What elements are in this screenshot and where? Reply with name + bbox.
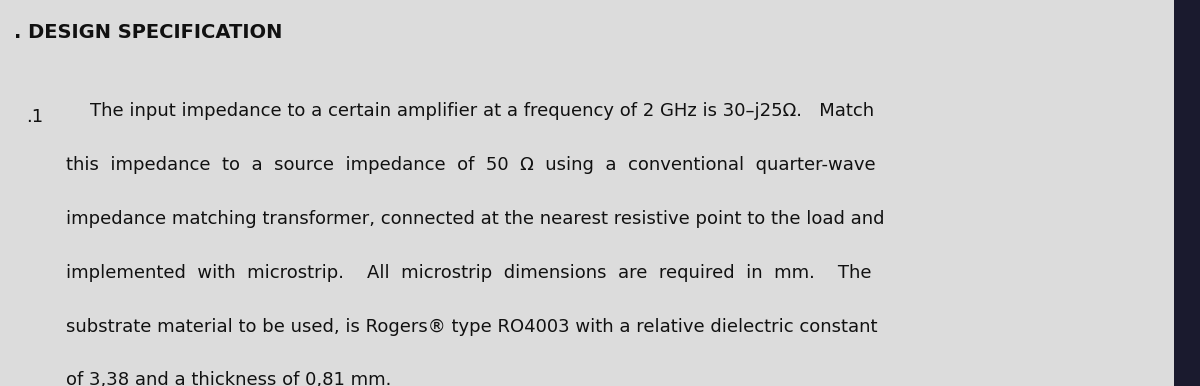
Text: of 3,38 and a thickness of 0,81 mm.: of 3,38 and a thickness of 0,81 mm. xyxy=(66,371,391,386)
Text: impedance matching transformer, connected at the nearest resistive point to the : impedance matching transformer, connecte… xyxy=(66,210,884,229)
Text: .1: .1 xyxy=(26,108,43,126)
Text: this  impedance  to  a  source  impedance  of  50  Ω  using  a  conventional  qu: this impedance to a source impedance of … xyxy=(66,156,876,174)
Text: implemented  with  microstrip.    All  microstrip  dimensions  are  required  in: implemented with microstrip. All microst… xyxy=(66,264,871,283)
Text: . DESIGN SPECIFICATION: . DESIGN SPECIFICATION xyxy=(14,23,283,42)
Text: substrate material to be used, is Rogers® type RO4003 with a relative dielectric: substrate material to be used, is Rogers… xyxy=(66,318,877,337)
Text: The input impedance to a certain amplifier at a frequency of 2 GHz is 30–j25Ω.  : The input impedance to a certain amplifi… xyxy=(90,102,874,120)
FancyBboxPatch shape xyxy=(1174,0,1200,386)
